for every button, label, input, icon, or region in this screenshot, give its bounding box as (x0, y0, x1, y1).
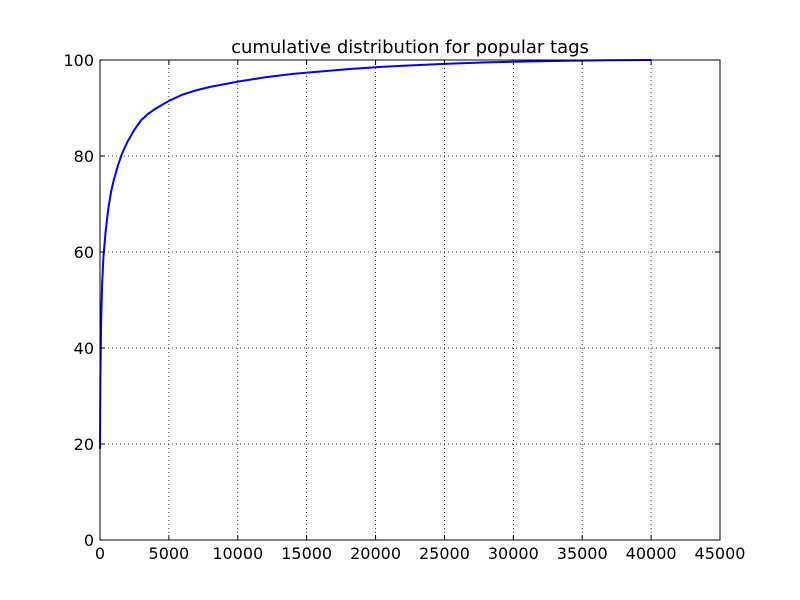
x-tick-label: 40000 (626, 544, 677, 563)
y-tick-label: 40 (74, 339, 94, 358)
x-tick-label: 10000 (212, 544, 263, 563)
x-tick-label: 5000 (149, 544, 190, 563)
x-tick-labels: 0 5000 10000 15000 20000 25000 30000 35000 40000… (95, 544, 746, 563)
y-tick-label: 0 (84, 531, 94, 550)
x-tick-label: 20000 (350, 544, 401, 563)
y-tick-label: 100 (63, 51, 94, 70)
x-tick-label: 0 (95, 544, 105, 563)
x-tick-label: 35000 (557, 544, 608, 563)
grid-lines (100, 60, 720, 540)
y-tick-labels: 0 20 40 60 80 100 (63, 51, 94, 550)
plot-frame (99, 59, 721, 541)
y-tick-label: 80 (74, 147, 94, 166)
x-tick-label: 15000 (281, 544, 332, 563)
tick-marks (99, 59, 721, 541)
y-tick-label: 60 (74, 243, 94, 262)
x-tick-label: 25000 (419, 544, 470, 563)
y-tick-label: 20 (74, 435, 94, 454)
x-tick-label: 30000 (488, 544, 539, 563)
x-tick-label: 45000 (695, 544, 746, 563)
series-line (99, 59, 652, 449)
series-layer (99, 59, 652, 449)
chart-title: cumulative distribution for popular tags (231, 37, 589, 58)
